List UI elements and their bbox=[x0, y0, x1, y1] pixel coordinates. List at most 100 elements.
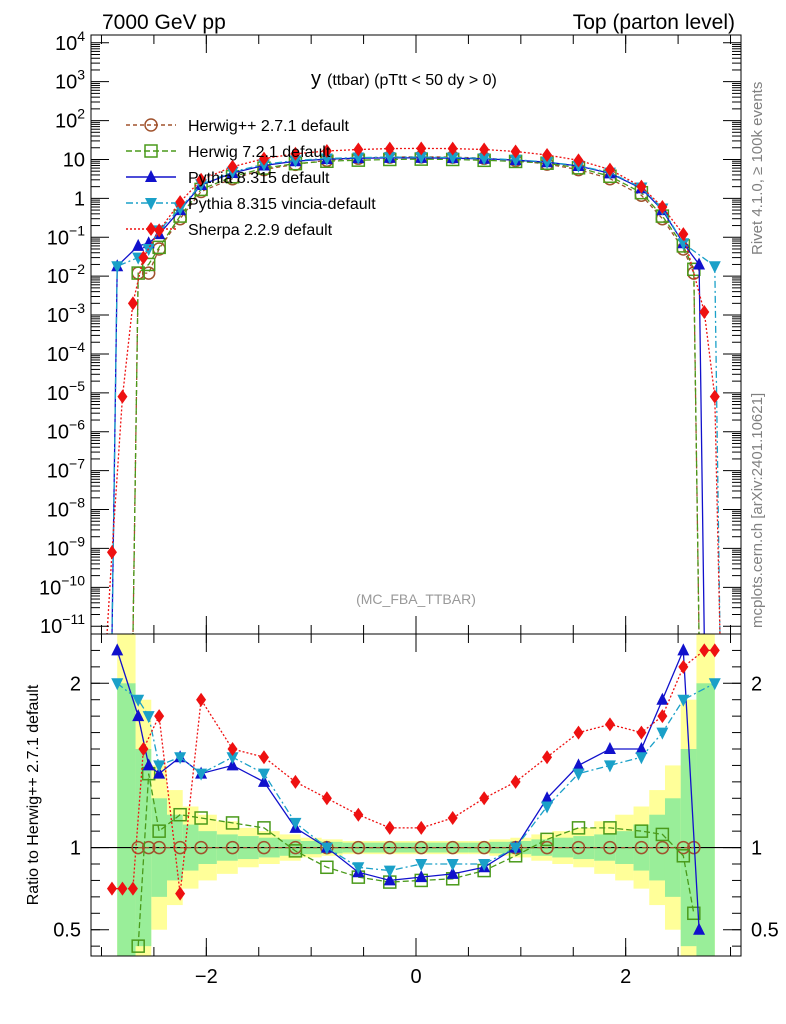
data-point bbox=[353, 142, 364, 157]
data-point bbox=[290, 146, 301, 161]
ratio-point bbox=[571, 821, 586, 835]
ratio-point bbox=[445, 840, 460, 855]
ratio-tick-label-right: 1 bbox=[751, 838, 762, 860]
ratio-line-2 bbox=[116, 650, 700, 930]
y-tick-label: 10−11 bbox=[40, 611, 85, 638]
ratio-point bbox=[634, 840, 649, 855]
ratio-point bbox=[142, 758, 155, 771]
data-point bbox=[138, 250, 149, 265]
ratio-point bbox=[225, 816, 240, 830]
ratio-point bbox=[603, 742, 616, 754]
ratio-line-1 bbox=[137, 773, 695, 947]
data-point bbox=[175, 195, 186, 210]
main-series-layer bbox=[106, 141, 721, 634]
legend-label: Sherpa 2.2.9 default bbox=[188, 222, 333, 239]
ratio-point bbox=[603, 840, 617, 855]
ratio-point bbox=[173, 807, 187, 822]
y-tick-label: 10−7 bbox=[47, 456, 85, 483]
data-point bbox=[117, 389, 128, 404]
ratio-point bbox=[415, 859, 428, 871]
data-point bbox=[709, 389, 720, 404]
ratio-point bbox=[351, 840, 366, 855]
ratio-point bbox=[573, 725, 584, 740]
data-point bbox=[478, 153, 491, 166]
ratio-point bbox=[289, 817, 302, 830]
ratio-point bbox=[634, 824, 649, 838]
ratio-tick-label-right: 0.5 bbox=[751, 920, 779, 942]
ratio-tick-label-right: 2 bbox=[751, 673, 762, 695]
ratio-point bbox=[699, 643, 710, 658]
ratio-point bbox=[572, 768, 585, 781]
data-point bbox=[154, 223, 165, 238]
ratio-point bbox=[541, 791, 554, 804]
data-point bbox=[479, 142, 490, 157]
ratio-point bbox=[195, 768, 208, 781]
ratio-point bbox=[415, 870, 428, 883]
legend: Herwig++ 2.7.1 default Herwig 7.2.1 defau… bbox=[126, 118, 376, 239]
ratio-point bbox=[479, 791, 490, 806]
data-point bbox=[321, 144, 332, 159]
legend-label: Pythia 8.315 vincia-default bbox=[188, 196, 376, 213]
data-point bbox=[708, 261, 721, 274]
data-point bbox=[604, 162, 615, 177]
ratio-point bbox=[677, 643, 690, 656]
data-point bbox=[127, 296, 138, 311]
mcplots-label: mcplots.cern.ch [arXiv:2401.10621] bbox=[749, 393, 766, 628]
x-tick-label: −2 bbox=[195, 966, 218, 988]
ratio-point bbox=[676, 840, 691, 855]
ratio-point bbox=[194, 811, 208, 825]
data-point bbox=[677, 238, 690, 251]
ratio-point bbox=[153, 760, 166, 773]
ratio-point bbox=[226, 758, 239, 771]
data-point bbox=[657, 199, 668, 214]
ratio-point bbox=[111, 643, 124, 656]
data-point bbox=[142, 243, 155, 256]
ratio-point bbox=[383, 840, 397, 855]
ratio-point bbox=[656, 692, 669, 705]
data-point bbox=[446, 152, 459, 165]
ratio-point bbox=[257, 768, 270, 781]
ratio-point bbox=[320, 842, 333, 855]
ratio-point bbox=[541, 801, 554, 814]
y-tick-label: 10−4 bbox=[47, 339, 85, 366]
y-tick-label: 10−5 bbox=[47, 378, 85, 405]
ratio-point bbox=[127, 881, 138, 896]
ratio-point bbox=[693, 922, 706, 935]
ratio-point bbox=[414, 840, 428, 855]
data-point bbox=[141, 266, 156, 280]
y-tick-label: 1 bbox=[74, 188, 85, 210]
ratio-point bbox=[603, 821, 617, 835]
ratio-point bbox=[510, 774, 521, 789]
data-point bbox=[541, 157, 554, 170]
ratio-point bbox=[353, 807, 364, 822]
data-point bbox=[258, 151, 269, 166]
ratio-point bbox=[572, 758, 585, 771]
ratio-point bbox=[383, 865, 396, 878]
y-tick-label: 10 bbox=[63, 149, 85, 171]
ratio-point bbox=[540, 832, 554, 847]
ratio-point bbox=[117, 881, 128, 896]
ratio-point bbox=[227, 742, 238, 756]
ratio-point bbox=[132, 709, 145, 722]
data-point bbox=[111, 261, 124, 274]
ratio-panel: 2 2 1 1 0.5 0.5 −2 0 2 Ratio to Herwig++ 2.7.1 … bbox=[25, 35, 779, 988]
legend-label: Pythia 8.315 default bbox=[188, 170, 330, 187]
y-tick-label: 10−9 bbox=[47, 533, 85, 560]
data-point bbox=[132, 238, 145, 251]
data-point bbox=[196, 172, 207, 187]
ratio-point bbox=[111, 678, 124, 691]
ratio-point bbox=[384, 820, 395, 835]
data-point bbox=[542, 148, 553, 163]
header-right: Top (parton level) bbox=[573, 11, 735, 34]
y-tick-label: 10−2 bbox=[47, 261, 85, 288]
y-tick-label: 10−8 bbox=[47, 495, 85, 522]
ratio-point bbox=[383, 873, 396, 886]
data-point bbox=[141, 257, 156, 272]
main-y-ticks: 10410310210110−110−210−310−410−510−610−7… bbox=[39, 28, 741, 638]
chart-title-y: y bbox=[311, 68, 321, 90]
legend-marker bbox=[144, 118, 158, 132]
ratio-point bbox=[635, 742, 648, 754]
ratio-point bbox=[174, 752, 187, 765]
legend-label: Herwig++ 2.7.1 default bbox=[188, 118, 350, 135]
chart-title: y (ttbar) (pTtt < 50 dy > 0) bbox=[311, 68, 497, 90]
